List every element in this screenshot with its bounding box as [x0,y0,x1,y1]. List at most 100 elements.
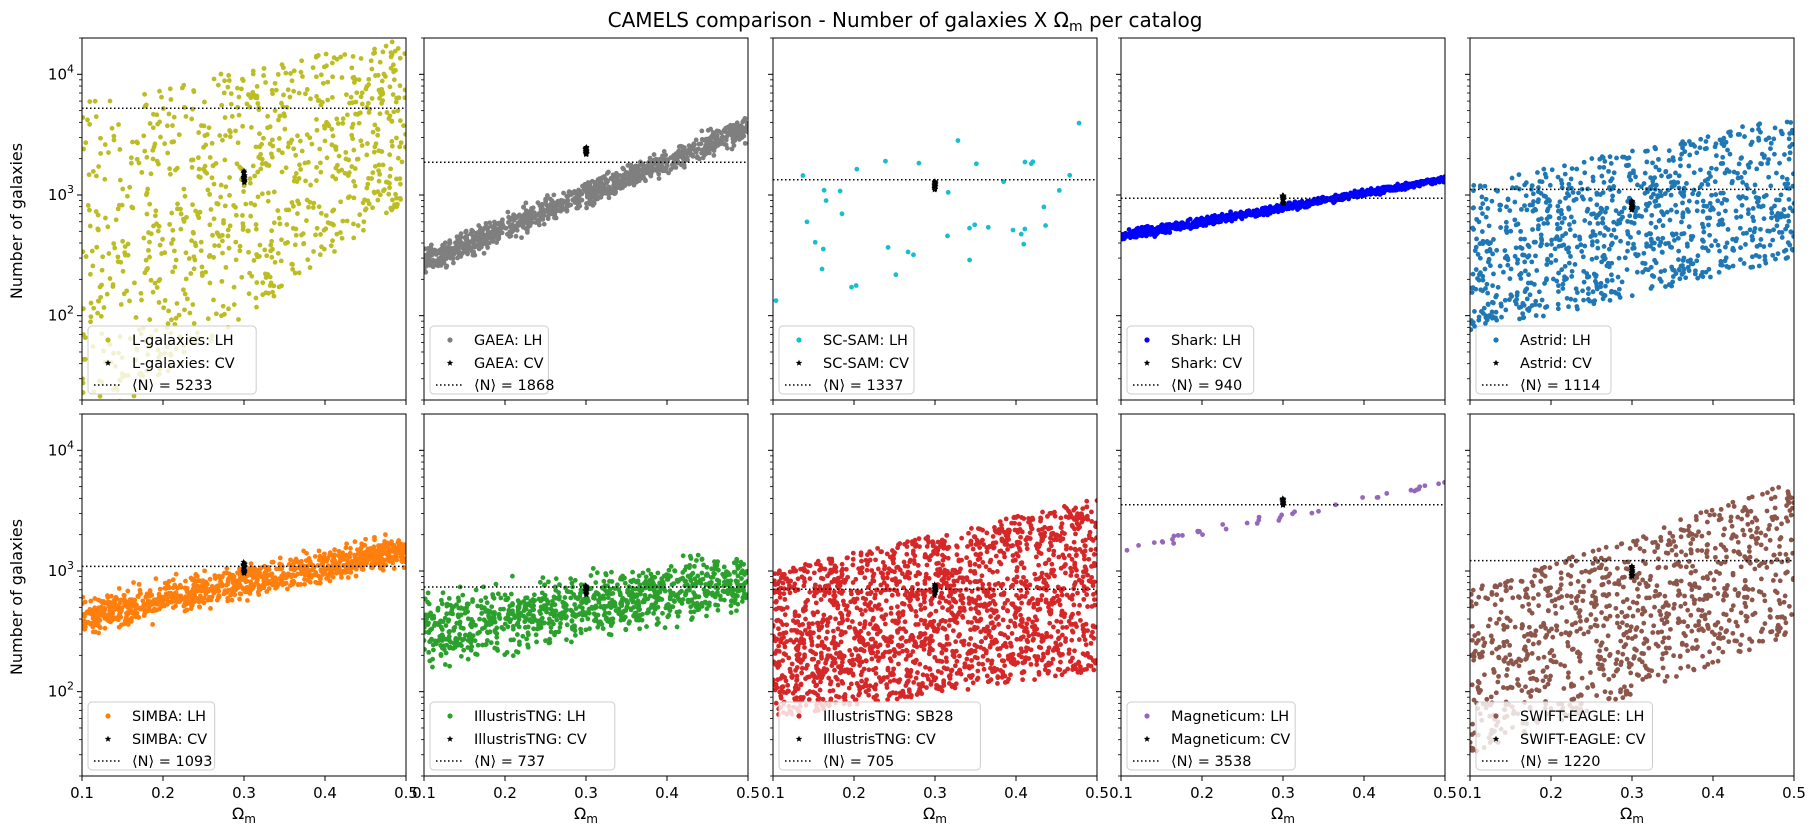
lh-point [905,249,911,255]
lh-point [285,144,291,150]
lh-point [240,213,245,218]
lh-point [1738,245,1743,251]
lh-point [296,270,302,276]
lh-point [298,167,304,172]
lh-point [1688,233,1694,239]
lh-point [255,194,261,200]
lh-point [1786,136,1792,142]
lh-point [1736,194,1742,200]
lh-point [193,208,199,214]
lh-point [387,152,393,158]
lh-point [235,140,241,146]
lh-point [707,146,712,151]
lh-point [1491,237,1496,242]
lh-point [1777,160,1782,166]
lh-point [111,133,117,139]
lh-point [1595,245,1601,251]
lh-point [1686,268,1692,274]
lh-point [1670,279,1676,285]
lh-point [1758,237,1764,242]
lh-point [118,614,124,620]
lh-point [1585,186,1591,192]
lh-point [127,184,133,190]
lh-point [224,566,230,571]
lh-point [561,190,566,196]
lh-point [231,284,237,290]
lh-point [393,99,399,105]
lh-point [95,212,101,218]
lh-point [1512,253,1518,259]
lh-point [168,97,174,102]
lh-point [318,72,324,78]
lh-point [1527,292,1533,298]
lh-point [316,573,322,579]
lh-point [388,54,394,60]
lh-point [1717,248,1722,254]
lh-point [1712,179,1718,185]
lh-point [253,95,258,101]
lh-point [82,626,88,632]
lh-point [1641,250,1647,256]
lh-point [141,133,147,139]
lh-point [1475,252,1481,257]
lh-point [356,120,362,126]
lh-point [1533,253,1538,259]
lh-point [308,182,313,188]
lh-point [310,65,316,71]
lh-point [1495,284,1501,290]
lh-point [1611,170,1617,176]
lh-point [1633,214,1638,220]
lh-point [552,213,558,219]
lh-point [1518,276,1524,281]
lh-point [1769,206,1774,212]
lh-point [1787,242,1793,248]
lh-point [1649,212,1655,218]
lh-point [1722,258,1728,264]
lh-point [1437,179,1442,185]
lh-point [1470,285,1475,291]
lh-point [111,597,117,603]
lh-point [1473,267,1479,272]
lh-point [364,84,370,89]
lh-point [1538,232,1544,238]
lh-point [711,152,717,158]
lh-point [247,180,253,186]
lh-point [82,356,88,362]
lh-point [556,208,562,214]
lh-point [1530,191,1536,197]
lh-point [551,192,557,198]
lh-point [202,163,208,169]
lh-point [234,85,240,91]
lh-point [376,148,382,154]
lh-point [1779,174,1785,180]
lh-point [220,303,226,309]
lh-point [1562,215,1567,221]
lh-point [142,270,148,276]
lh-point [1611,219,1617,225]
lh-point [116,122,121,127]
lh-point [182,193,188,199]
lh-point [1744,230,1749,236]
cv-point [1628,205,1635,212]
lh-point [184,296,190,302]
lh-point [1718,190,1724,196]
lh-point [1773,197,1779,203]
lh-point [253,295,259,301]
lh-point [343,156,349,162]
lh-point [721,127,727,133]
lh-point [383,210,389,216]
lh-point [549,208,555,214]
lh-point [1635,182,1640,188]
lh-point [1259,209,1265,215]
lh-point [1522,268,1528,274]
lh-point [307,135,313,141]
lh-point [169,317,174,323]
lh-point [544,193,550,198]
lh-point [233,212,239,218]
lh-point [277,561,283,567]
lh-point [1402,187,1408,192]
lh-point [839,211,845,217]
lh-point [154,158,160,164]
lh-point [258,166,264,172]
lh-point [211,297,216,303]
